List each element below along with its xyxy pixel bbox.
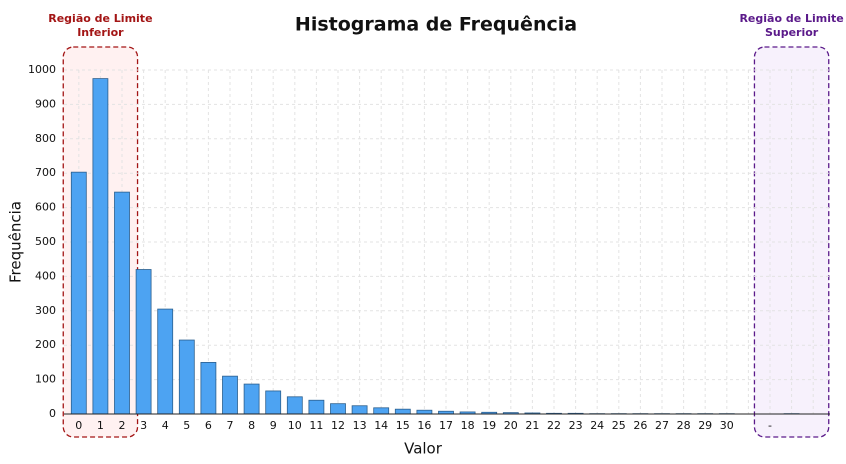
x-tick-label: 9: [270, 419, 277, 432]
x-tick-label: 18: [461, 419, 475, 432]
bar: [243, 383, 260, 415]
x-tick-label: 22: [547, 419, 561, 432]
x-tick-label: 6: [205, 419, 212, 432]
y-tick-label: 900: [35, 97, 56, 110]
x-tick-label: 29: [698, 419, 712, 432]
x-tick-label: 0: [75, 419, 82, 432]
y-tick-label: 300: [35, 304, 56, 317]
x-tick-label: 25: [612, 419, 626, 432]
x-tick-label: 15: [396, 419, 410, 432]
x-axis-label: Valor: [404, 440, 443, 458]
region-label: Região de Limite: [48, 12, 152, 25]
y-tick-label: 200: [35, 338, 56, 351]
bar: [286, 396, 303, 415]
x-tick-label: 5: [183, 419, 190, 432]
x-tick-label: -: [768, 419, 772, 432]
bar: [157, 308, 174, 415]
bar: [135, 269, 152, 415]
x-tick-label: 14: [374, 419, 388, 432]
x-tick-label: 17: [439, 419, 453, 432]
bar: [394, 408, 411, 415]
bar: [92, 78, 109, 415]
x-tick-label: 27: [655, 419, 669, 432]
x-tick-label: 26: [633, 419, 647, 432]
bar: [416, 409, 433, 415]
bar: [373, 407, 390, 415]
y-tick-label: 500: [35, 235, 56, 248]
y-tick-label: 600: [35, 201, 56, 214]
region-label: Superior: [765, 26, 819, 39]
bar: [178, 339, 195, 415]
x-tick-label: 7: [227, 419, 234, 432]
bar: [330, 403, 346, 415]
bar: [114, 191, 130, 415]
y-tick-label: 100: [35, 373, 56, 386]
y-tick-label: 700: [35, 166, 56, 179]
bar: [351, 405, 368, 415]
bar: [200, 361, 217, 415]
x-tick-label: 21: [525, 419, 539, 432]
x-tick-label: 11: [309, 419, 323, 432]
x-tick-label: 4: [162, 419, 169, 432]
x-tick-label: 8: [248, 419, 255, 432]
region-label: Inferior: [77, 26, 124, 39]
y-tick-label: 1000: [28, 63, 56, 76]
bar: [70, 171, 87, 415]
x-tick-label: 1: [97, 419, 104, 432]
region-label: Região de Limite: [739, 12, 843, 25]
bar: [265, 390, 282, 415]
chart-title: Histograma de Frequência: [295, 14, 577, 36]
x-tick-label: 2: [119, 419, 126, 432]
x-tick-label: 24: [590, 419, 604, 432]
y-tick-label: 0: [49, 407, 56, 420]
x-tick-label: 10: [288, 419, 302, 432]
y-axis-label: Frequência: [7, 201, 25, 283]
x-tick-label: 30: [720, 419, 734, 432]
x-tick-label: 28: [677, 419, 691, 432]
x-tick-label: 12: [331, 419, 345, 432]
x-tick-label: 23: [569, 419, 583, 432]
x-tick-label: 20: [504, 419, 518, 432]
y-tick-label: 800: [35, 132, 56, 145]
x-tick-label: 19: [482, 419, 496, 432]
x-tick-label: 13: [353, 419, 367, 432]
bar: [308, 399, 325, 415]
x-tick-label: 16: [417, 419, 431, 432]
x-tick-label: 3: [140, 419, 147, 432]
bar: [222, 375, 238, 415]
y-tick-label: 400: [35, 269, 56, 282]
